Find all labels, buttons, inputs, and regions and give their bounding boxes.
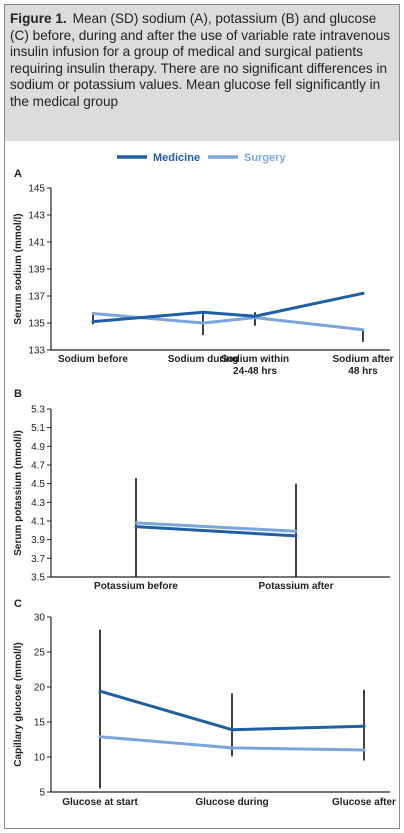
panel-a-point-surgery bbox=[361, 328, 365, 332]
panel-a-series-surgery bbox=[92, 312, 364, 332]
panel-c-point-surgery bbox=[98, 735, 102, 739]
panel-c-y-tick-label: 10 bbox=[34, 753, 46, 764]
panel-b-y-axis-title: Serum potassium (mmol/l) bbox=[13, 430, 24, 556]
caption-text: Mean (SD) sodium (A), potassium (B) and … bbox=[10, 11, 391, 109]
panel-a-x-tick-label: Sodium after bbox=[332, 354, 393, 365]
panel-a-point-medicine bbox=[361, 291, 365, 295]
panel-a-y-tick-label: 145 bbox=[28, 184, 45, 195]
panel-c-point-medicine bbox=[230, 728, 234, 732]
panel-b-point-medicine bbox=[134, 525, 138, 529]
legend-label-surgery: Surgery bbox=[244, 152, 286, 164]
panel-b-y-tick-label: 5.1 bbox=[31, 423, 45, 434]
figure-caption: Figure 1. Mean (SD) sodium (A), potassium… bbox=[10, 11, 395, 111]
panel-c-point-surgery bbox=[362, 748, 366, 752]
panel-b-y-tick-label: 5.3 bbox=[31, 405, 45, 416]
panel-b-series-surgery bbox=[135, 521, 297, 533]
panel-a-point-medicine bbox=[201, 310, 205, 314]
panel-c-point-medicine bbox=[98, 689, 102, 693]
panel-a-point-medicine bbox=[253, 314, 257, 318]
panel-c-y-tick-label: 5 bbox=[39, 788, 45, 799]
panel-b-x-tick-label: Potassium before bbox=[94, 581, 178, 592]
panel-b-y-tick-label: 4.9 bbox=[31, 442, 45, 453]
legend-label-medicine: Medicine bbox=[153, 152, 200, 164]
panel-a-y-axis-title: Serum sodium (mmol/l) bbox=[13, 213, 24, 324]
panel-c-letter: C bbox=[14, 598, 22, 610]
panel-b-y-tick-label: 3.5 bbox=[31, 573, 45, 584]
panel-a-x-tick-label: Sodium within bbox=[221, 354, 289, 365]
panel-b-y-tick-label: 3.7 bbox=[31, 554, 45, 565]
panel-a-x-tick-label: 24-48 hrs bbox=[233, 366, 277, 377]
panel-b-y-tick-label: 4.5 bbox=[31, 479, 45, 490]
panel-c-y-tick-label: 15 bbox=[34, 718, 46, 729]
panel-c-y-axis-title: Capillary glucose (mmol/l) bbox=[13, 642, 24, 766]
panel-a-y-tick-label: 139 bbox=[28, 265, 45, 276]
panel-b-y-tick-label: 4.3 bbox=[31, 498, 45, 509]
figure-border bbox=[4, 4, 400, 829]
panel-a-x-tick-label: Sodium during bbox=[168, 354, 239, 365]
panel-a-series-medicine bbox=[92, 291, 364, 324]
panel-a-point-surgery bbox=[91, 312, 95, 316]
panel-a-letter: A bbox=[14, 168, 22, 180]
panel-a-point-surgery bbox=[201, 321, 205, 325]
panel-c-point-surgery bbox=[230, 746, 234, 750]
panel-b-point-surgery bbox=[294, 529, 298, 533]
panel-b-y-tick-label: 4.1 bbox=[31, 517, 45, 528]
panel-c-x-tick-label: Glucose during bbox=[195, 797, 268, 808]
panel-c-x-tick-label: Glucose at start bbox=[62, 797, 138, 808]
panel-a-x-tick-label: Sodium before bbox=[58, 354, 128, 365]
panel-b-point-surgery bbox=[134, 521, 138, 525]
panel-b-y-tick-label: 3.9 bbox=[31, 535, 45, 546]
caption-box bbox=[5, 5, 399, 141]
panel-a-y-tick-label: 143 bbox=[28, 211, 45, 222]
panel-c-y-tick-label: 30 bbox=[34, 613, 46, 624]
panel-b-x-tick-label: Potassium after bbox=[258, 581, 333, 592]
panel-c-y-tick-label: 20 bbox=[34, 683, 46, 694]
panel-a-y-tick-label: 133 bbox=[28, 346, 45, 357]
panel-a-point-medicine bbox=[91, 320, 95, 324]
figure-label: Figure 1. bbox=[10, 11, 67, 26]
panel-b-series-medicine bbox=[135, 525, 297, 538]
panel-a-y-tick-label: 137 bbox=[28, 292, 45, 303]
panel-b-point-medicine bbox=[294, 534, 298, 538]
panel-a-y-tick-label: 141 bbox=[28, 238, 45, 249]
panel-b-letter: B bbox=[14, 388, 22, 400]
panel-c-point-medicine bbox=[362, 724, 366, 728]
panel-a-y-tick-label: 135 bbox=[28, 319, 45, 330]
panel-b-y-tick-label: 4.7 bbox=[31, 461, 45, 472]
panel-c-x-tick-label: Glucose after bbox=[332, 797, 396, 808]
panel-c-y-tick-label: 25 bbox=[34, 648, 46, 659]
panel-a-x-tick-label: 48 hrs bbox=[348, 366, 378, 377]
